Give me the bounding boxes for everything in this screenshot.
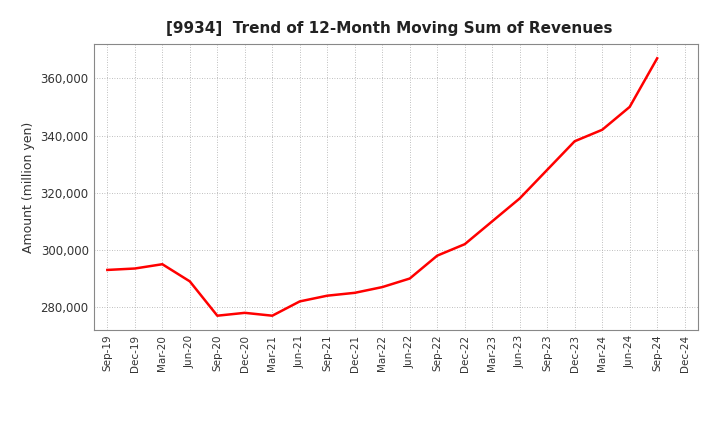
Text: [9934]  Trend of 12-Month Moving Sum of Revenues: [9934] Trend of 12-Month Moving Sum of R… (166, 21, 613, 36)
Y-axis label: Amount (million yen): Amount (million yen) (22, 121, 35, 253)
